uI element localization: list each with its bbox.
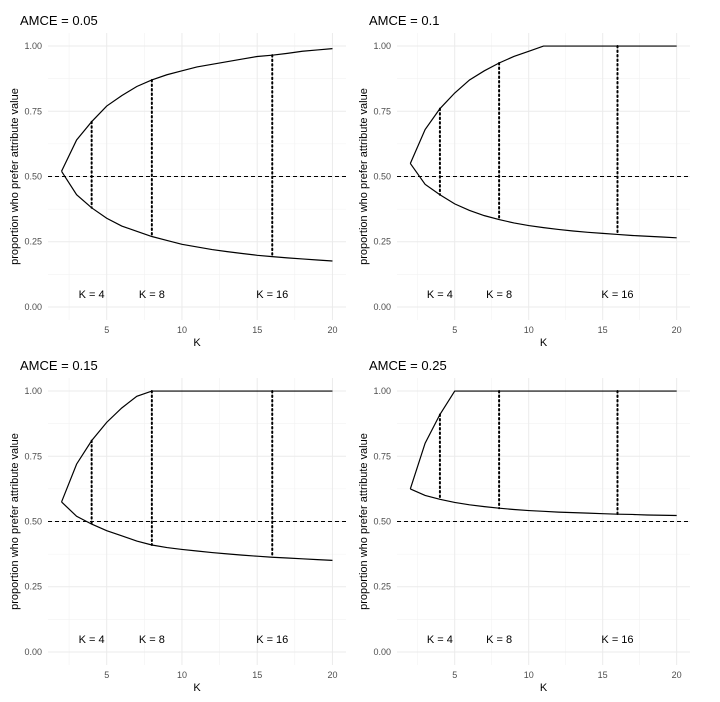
y-tick-label: 0.75	[373, 451, 391, 461]
y-axis-title: proportion who prefer attribute value	[358, 433, 370, 610]
lower-bound-line	[409, 163, 677, 239]
lower-bound-line	[410, 488, 677, 517]
upper-bound-line	[409, 390, 677, 490]
x-tick-label: 5	[104, 325, 109, 335]
y-axis-title: proportion who prefer attribute value	[9, 88, 21, 265]
x-tick-label: 5	[452, 325, 457, 335]
x-tick-label: 15	[252, 670, 262, 680]
k-annotation: K = 16	[601, 289, 633, 301]
y-tick-label: 0.25	[24, 582, 42, 592]
lower-bound-line	[61, 170, 333, 262]
y-axis-title: proportion who prefer attribute value	[358, 88, 370, 265]
panel-amce-0-15: AMCE = 0.15 0.00 0.25 0.50 0.75 1.00 5 10 15 20 K…	[0, 351, 355, 702]
y-tick-label: 0.50	[24, 172, 42, 182]
y-tick-label: 0.50	[373, 517, 391, 527]
y-tick-label: 0.00	[373, 647, 391, 657]
y-tick-label: 1.00	[373, 386, 391, 396]
k-annotation: K = 16	[256, 634, 288, 646]
x-tick-label: 5	[452, 670, 457, 680]
x-tick-label: 15	[598, 670, 608, 680]
y-tick-label: 0.25	[24, 237, 42, 247]
y-tick-label: 0.50	[24, 517, 42, 527]
panel-amce-0-05: AMCE = 0.05 0.00 0.25 0.50 0.75 1.00 5 10 15 20 K…	[0, 0, 355, 351]
x-tick-label: 5	[104, 670, 109, 680]
k-annotation: K = 16	[601, 634, 633, 646]
y-axis-title: proportion who prefer attribute value	[9, 433, 21, 610]
x-axis-title: K	[193, 682, 201, 694]
panel-title: AMCE = 0.05	[20, 13, 98, 28]
x-tick-label: 10	[524, 325, 534, 335]
y-tick-label: 0.75	[373, 106, 391, 116]
y-tick-label: 0.25	[373, 582, 391, 592]
x-tick-label: 20	[672, 325, 682, 335]
x-tick-label: 10	[524, 670, 534, 680]
upper-bound-line	[61, 48, 333, 172]
k-annotation: K = 4	[79, 634, 105, 646]
k-annotation: K = 16	[256, 289, 288, 301]
k-annotation: K = 8	[486, 289, 512, 301]
y-tick-label: 1.00	[24, 41, 42, 51]
k-annotation: K = 8	[486, 634, 512, 646]
lower-bound-line	[61, 501, 333, 561]
y-tick-label: 1.00	[24, 386, 42, 396]
panel-title: AMCE = 0.25	[369, 358, 447, 373]
y-tick-label: 0.50	[373, 172, 391, 182]
y-tick-label: 0.00	[24, 302, 42, 312]
x-tick-label: 10	[177, 670, 187, 680]
k-annotation: K = 8	[139, 289, 165, 301]
k-annotation: K = 4	[79, 289, 105, 301]
y-tick-label: 0.75	[24, 106, 42, 116]
x-tick-label: 15	[252, 325, 262, 335]
panel-title: AMCE = 0.1	[369, 13, 440, 28]
x-tick-label: 20	[327, 325, 337, 335]
y-tick-label: 0.25	[373, 237, 391, 247]
panel-title: AMCE = 0.15	[20, 358, 98, 373]
x-tick-label: 20	[672, 670, 682, 680]
x-axis-title: K	[193, 337, 201, 349]
upper-bound-line	[409, 45, 677, 164]
panel-amce-0-25: AMCE = 0.25 0.00 0.25 0.50 0.75 1.00 5 10 15 20 K…	[355, 351, 720, 702]
k-annotation: K = 8	[139, 634, 165, 646]
x-tick-label: 10	[177, 325, 187, 335]
x-tick-label: 20	[327, 670, 337, 680]
y-tick-label: 0.75	[24, 451, 42, 461]
x-axis-title: K	[540, 337, 548, 349]
y-tick-label: 1.00	[373, 41, 391, 51]
x-tick-label: 15	[598, 325, 608, 335]
k-annotation: K = 4	[427, 634, 453, 646]
y-tick-label: 0.00	[373, 302, 391, 312]
k-annotation: K = 4	[427, 289, 453, 301]
upper-bound-line	[60, 390, 333, 503]
y-tick-label: 0.00	[24, 647, 42, 657]
x-axis-title: K	[540, 682, 548, 694]
